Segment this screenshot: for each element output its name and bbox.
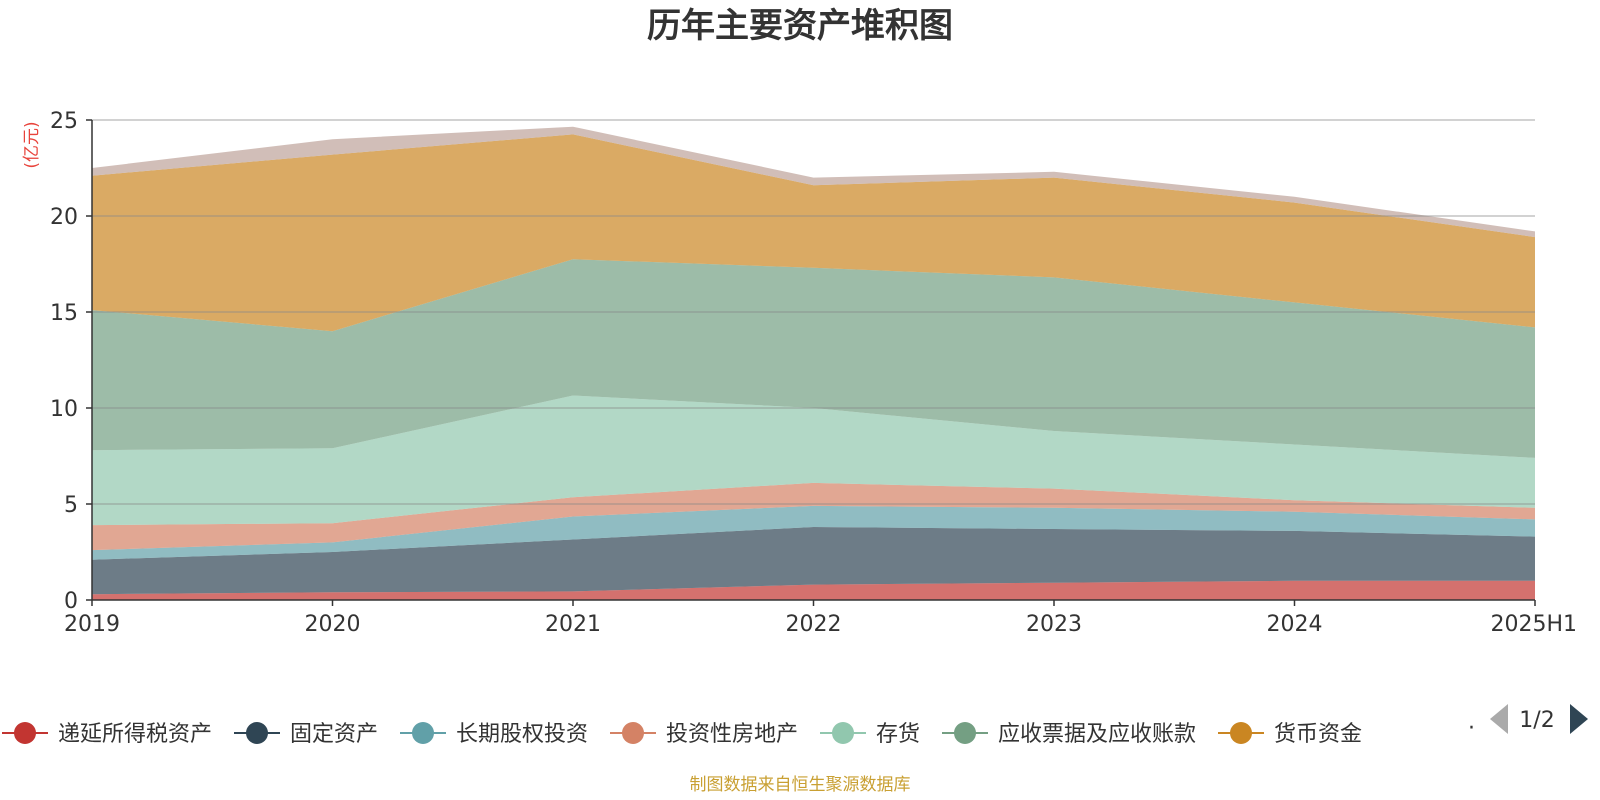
series-areas [92,126,1535,600]
legend-label: 存货 [876,722,920,747]
legend-label: 递延所得税资产 [58,722,212,747]
series-area-3[interactable] [92,482,1535,551]
legend-next-page-icon[interactable] [1570,704,1588,734]
legend: 递延所得税资产 固定资产 长期股权投资 投资性房地产 存货 应收票据及应收账款 货币资金 · [2,716,1475,747]
y-tick-label-2: 10 [50,397,78,422]
legend-item-5[interactable]: 应收票据及应收账款 [942,722,1196,747]
legend-item-1[interactable]: 固定资产 [234,722,378,747]
x-tick-label-6: 2025H1 [1490,612,1577,637]
x-tick-label-5: 2024 [1267,612,1323,637]
legend-prev-page-icon[interactable] [1490,704,1508,734]
legend-marker-icon [14,722,36,744]
legend-marker-icon [954,722,976,744]
legend-label: 应收票据及应收账款 [998,722,1196,747]
y-tick-label-1: 5 [64,493,78,518]
legend-item-3[interactable]: 投资性房地产 [610,722,798,747]
x-tick-label-3: 2022 [786,612,842,637]
legend-label: 长期股权投资 [456,722,588,747]
chart-title: 历年主要资产堆积图 [647,6,953,46]
legend-item-0[interactable]: 递延所得税资产 [2,722,212,747]
legend-label: 投资性房地产 [666,722,798,747]
series-area-2[interactable] [92,505,1535,560]
x-tick-label-0: 2019 [64,612,120,637]
series-area-7[interactable] [92,126,1535,238]
legend-item-6[interactable]: 货币资金 [1218,722,1362,747]
x-tick-label-2: 2021 [545,612,601,637]
legend-page-indicator: 1/2 [1519,708,1554,733]
legend-more-indicator: · [1468,716,1475,741]
legend-item-2[interactable]: 长期股权投资 [400,722,588,747]
x-axis-labels: 2019 2020 2021 2022 2023 2024 2025H1 [64,612,1577,637]
axes [86,119,1536,606]
legend-marker-icon [622,722,644,744]
y-tick-label-3: 15 [50,301,78,326]
y-tick-label-4: 20 [50,205,78,230]
y-tick-label-5: 25 [50,109,78,134]
legend-marker-icon [412,722,434,744]
legend-pager: 1/2 [1490,704,1588,734]
x-tick-label-1: 2020 [305,612,361,637]
data-source-note: 制图数据来自恒生聚源数据库 [690,775,911,795]
legend-marker-icon [246,722,268,744]
legend-label: 固定资产 [290,722,378,747]
legend-marker-icon [832,722,854,744]
series-area-1[interactable] [92,527,1535,595]
series-area-6[interactable] [92,134,1535,332]
y-axis-unit: (亿元) [22,121,42,168]
series-area-0[interactable] [92,580,1535,600]
legend-label: 货币资金 [1274,722,1362,747]
x-tick-label-4: 2023 [1026,612,1082,637]
series-area-4[interactable] [92,395,1535,526]
legend-marker-icon [1230,722,1252,744]
y-tick-label-0: 0 [64,589,78,614]
gridlines [92,119,1535,505]
legend-item-4[interactable]: 存货 [820,722,920,747]
y-axis-labels: 0 5 10 15 20 25 [50,109,78,614]
